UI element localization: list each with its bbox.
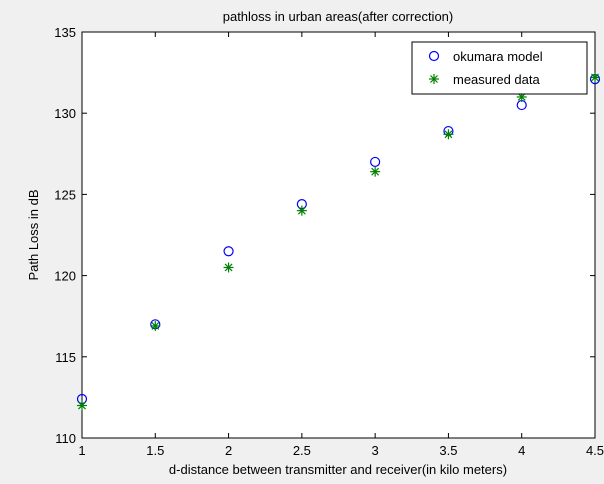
okumara-point [370,156,381,168]
chart-title: pathloss in urban areas(after correction… [223,9,454,24]
x-axis: 1 1.5 2 2.5 3 3.5 4 4.5 [78,32,604,458]
x-tick-label: 4 [518,443,525,458]
y-tick-label: 130 [54,106,76,121]
x-tick-label: 1.5 [146,443,164,458]
measured-point [223,262,234,273]
x-axis-label: d-distance between transmitter and recei… [169,462,507,477]
x-tick-label: 2.5 [293,443,311,458]
okumara-point [223,246,234,257]
x-tick-label: 2 [225,443,232,458]
legend-label-okumara: okumara model [453,49,543,64]
y-axis: 110 115 120 125 130 135 [54,25,595,446]
series-layer [76,72,601,411]
y-tick-label: 110 [55,431,76,446]
measured-point [77,400,87,411]
x-tick-label: 3 [372,443,379,458]
measured-point [443,129,454,140]
legend-marker-okumara [428,50,440,62]
measured-point [370,166,381,177]
x-tick-label: 4.5 [586,443,604,458]
x-tick-label: 1 [78,443,85,458]
measured-point [516,91,527,102]
measured-point [150,320,161,331]
y-tick-label: 125 [54,187,76,202]
legend: okumara model measured data [411,41,588,95]
measured-point [296,205,307,216]
measured-point [590,72,600,83]
y-tick-label: 120 [54,269,76,284]
legend-marker-measured [429,74,439,84]
y-axis-label: Path Loss in dB [26,189,41,280]
x-tick-label: 3.5 [439,443,457,458]
y-tick-label: 135 [54,25,76,40]
legend-label-measured: measured data [453,72,540,87]
y-tick-label: 115 [55,350,76,365]
legend-box [411,41,588,95]
plot-area [81,31,596,439]
